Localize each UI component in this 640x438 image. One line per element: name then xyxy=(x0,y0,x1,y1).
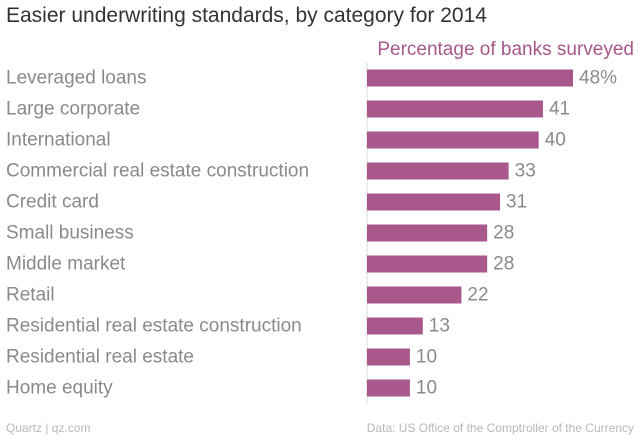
category-label: Middle market xyxy=(6,254,126,275)
bar xyxy=(367,224,488,242)
bar-value-label: 10 xyxy=(416,347,437,368)
category-label: Commercial real estate construction xyxy=(6,161,309,182)
footer-data-source: Data: US Office of the Comptroller of th… xyxy=(366,421,634,435)
bar-value-label: 28 xyxy=(493,223,514,244)
bar xyxy=(367,348,410,366)
bar xyxy=(367,162,509,180)
category-label: Small business xyxy=(6,223,134,244)
series-header: Percentage of banks surveyed xyxy=(377,39,634,60)
bar xyxy=(367,193,501,211)
bar-value-label: 33 xyxy=(515,161,536,182)
bar-value-label: 40 xyxy=(545,130,566,151)
category-label: Residential real estate construction xyxy=(6,316,302,337)
bar-value-label: 22 xyxy=(467,285,488,306)
bar-value-label: 10 xyxy=(416,378,437,399)
bar xyxy=(367,286,462,304)
footer-source-credit: Quartz | qz.com xyxy=(6,421,91,435)
category-label: International xyxy=(6,130,111,151)
category-label: Large corporate xyxy=(6,99,140,120)
bar-value-label: 28 xyxy=(493,254,514,275)
category-label: Retail xyxy=(6,285,55,306)
category-label: Home equity xyxy=(6,378,113,399)
bar xyxy=(367,379,410,397)
bar-value-label: 48% xyxy=(579,68,617,89)
bar xyxy=(367,131,539,149)
category-label: Residential real estate xyxy=(6,347,194,368)
bar-value-label: 13 xyxy=(429,316,450,337)
bar xyxy=(367,100,543,118)
category-label: Credit card xyxy=(6,192,99,213)
bar xyxy=(367,69,573,87)
bar-value-label: 31 xyxy=(506,192,527,213)
category-label: Leveraged loans xyxy=(6,68,147,89)
bar xyxy=(367,317,423,335)
bar xyxy=(367,255,488,273)
bar-value-label: 41 xyxy=(549,99,570,120)
chart-title: Easier underwriting standards, by catego… xyxy=(6,4,487,27)
